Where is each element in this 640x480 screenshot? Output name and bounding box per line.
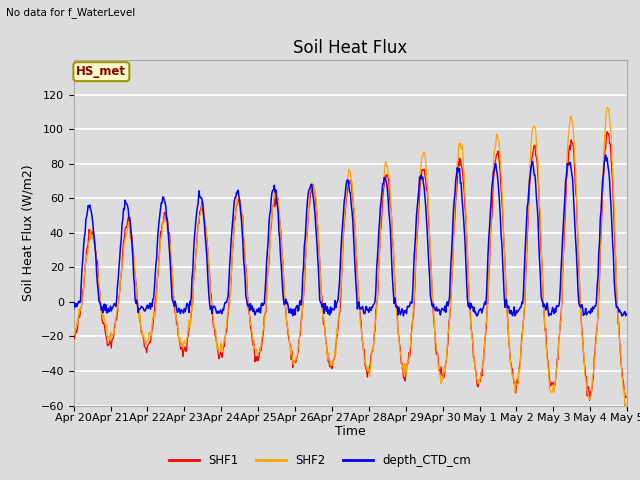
X-axis label: Time: Time [335, 425, 366, 438]
Text: No data for f_WaterLevel: No data for f_WaterLevel [6, 7, 136, 18]
Title: Soil Heat Flux: Soil Heat Flux [293, 39, 408, 57]
Y-axis label: Soil Heat Flux (W/m2): Soil Heat Flux (W/m2) [22, 165, 35, 301]
Legend: SHF1, SHF2, depth_CTD_cm: SHF1, SHF2, depth_CTD_cm [164, 449, 476, 472]
Text: HS_met: HS_met [76, 65, 126, 78]
